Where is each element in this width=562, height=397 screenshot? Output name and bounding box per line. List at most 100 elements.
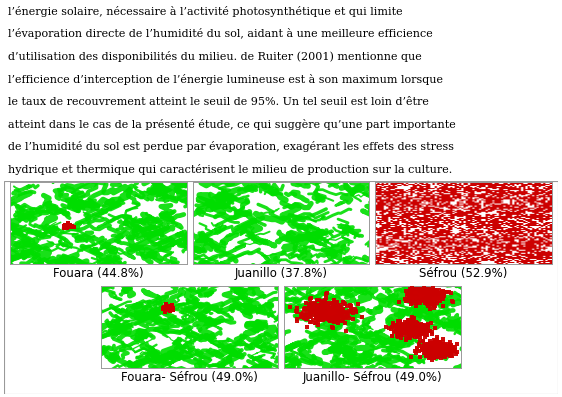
Point <box>434 346 443 352</box>
Point <box>328 303 337 310</box>
Point <box>441 289 450 295</box>
Point <box>418 287 427 293</box>
Point <box>437 350 446 356</box>
Point <box>400 324 409 331</box>
Point <box>416 325 425 331</box>
Point <box>306 305 315 311</box>
Point <box>447 342 456 348</box>
Point <box>323 308 332 315</box>
Point <box>432 346 441 352</box>
Point <box>410 332 419 339</box>
Point <box>311 304 320 310</box>
Point <box>396 325 405 331</box>
Point <box>321 306 330 312</box>
Point <box>439 345 448 352</box>
Point <box>406 297 415 303</box>
Point <box>438 347 447 353</box>
Point <box>406 301 415 307</box>
Point <box>404 328 413 335</box>
Point <box>412 331 421 337</box>
Point <box>430 340 439 346</box>
Point <box>341 320 350 326</box>
Point <box>407 293 416 299</box>
Point <box>403 328 412 334</box>
Point <box>322 308 331 314</box>
Point <box>327 310 336 316</box>
Point <box>292 305 301 312</box>
Point <box>401 328 410 334</box>
Point <box>401 323 410 330</box>
Point <box>163 303 172 310</box>
Point <box>447 344 456 350</box>
Point <box>404 322 413 329</box>
Point <box>428 295 437 302</box>
Point <box>396 335 405 341</box>
Point <box>423 293 432 300</box>
Point <box>329 299 338 305</box>
Point <box>325 316 334 322</box>
Point <box>409 329 418 335</box>
Point <box>306 307 315 314</box>
Point <box>423 324 432 330</box>
Point <box>430 345 439 351</box>
Point <box>310 302 319 308</box>
Point <box>322 308 331 315</box>
Point <box>331 307 340 313</box>
Point <box>328 305 337 311</box>
Point <box>302 316 311 322</box>
Point <box>325 308 334 315</box>
Point <box>439 342 448 349</box>
Point <box>410 293 419 299</box>
Point <box>405 327 414 333</box>
Point <box>321 312 330 318</box>
Point <box>423 290 432 296</box>
Point <box>420 346 429 353</box>
Point <box>430 288 439 294</box>
Point <box>395 322 404 329</box>
Point <box>401 322 410 329</box>
Point <box>408 330 417 337</box>
Point <box>413 324 422 331</box>
Point <box>395 327 404 333</box>
Point <box>446 351 455 358</box>
Point <box>434 342 443 349</box>
Point <box>415 325 424 331</box>
Point <box>436 293 445 300</box>
Point <box>421 324 430 330</box>
Point <box>427 343 436 349</box>
Point <box>324 305 333 312</box>
Point <box>424 346 433 352</box>
Point <box>433 338 442 344</box>
Point <box>403 295 412 301</box>
Point <box>410 328 419 334</box>
Point <box>419 329 428 335</box>
Point <box>440 347 449 353</box>
Point <box>418 289 427 296</box>
Point <box>422 297 431 303</box>
Point <box>319 308 328 314</box>
Point <box>66 222 75 228</box>
Point <box>406 327 415 333</box>
Point <box>323 308 332 315</box>
Point <box>410 293 419 299</box>
Point <box>425 291 434 297</box>
Point <box>408 293 417 299</box>
Point <box>393 323 402 330</box>
Point <box>336 302 345 308</box>
Point <box>424 290 433 297</box>
Point <box>321 312 330 318</box>
Point <box>440 343 449 350</box>
Point <box>431 349 440 355</box>
Point <box>420 285 429 291</box>
Point <box>331 310 340 316</box>
Point <box>399 324 408 330</box>
Point <box>409 323 418 329</box>
Point <box>408 300 417 306</box>
Point <box>327 305 336 311</box>
Point <box>416 291 425 297</box>
Point <box>427 288 436 294</box>
Point <box>293 316 302 322</box>
Point <box>415 298 424 304</box>
Point <box>425 344 434 351</box>
Point <box>343 313 352 319</box>
